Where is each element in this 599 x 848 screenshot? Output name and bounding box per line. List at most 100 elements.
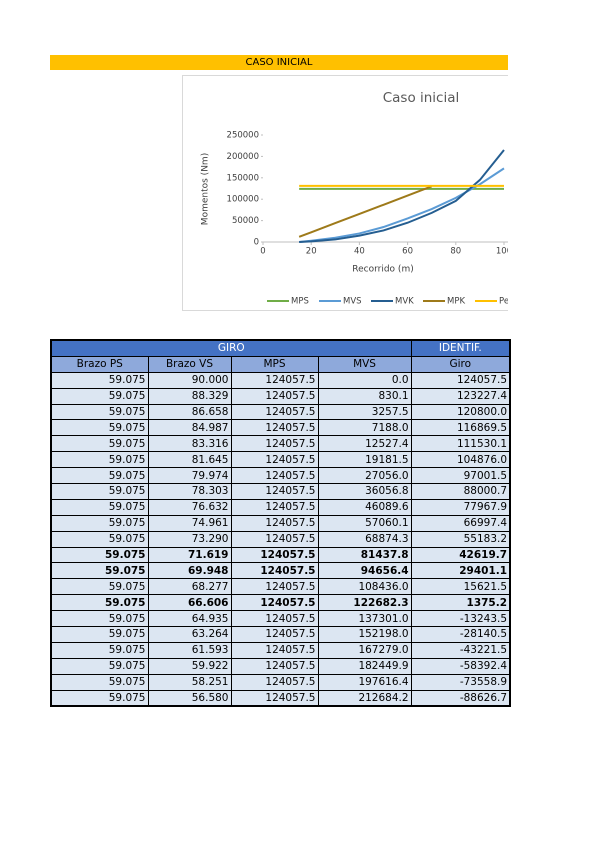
table-cell: 68.277: [147, 578, 232, 596]
column-header: Brazo PS: [50, 355, 149, 373]
table-cell: 81437.8: [317, 546, 412, 564]
table-cell: 59.075: [50, 673, 149, 691]
table-row: 59.075 83.316 124057.5 12527.4 111530.1: [50, 435, 511, 453]
column-header: Brazo VS: [147, 355, 232, 373]
table-cell: 0.0: [317, 371, 412, 389]
table-row: 59.075 56.580 124057.5 212684.2 -88626.7: [50, 689, 511, 707]
column-header: MVS: [317, 355, 412, 373]
table-cell: 830.1: [317, 387, 412, 405]
table-cell: 29401.1: [410, 562, 511, 580]
table-row: 59.075 79.974 124057.5 27056.0 97001.5: [50, 467, 511, 485]
legend-label: MPS: [291, 297, 309, 307]
table-row: 59.075 76.632 124057.5 46089.6 77967.9: [50, 498, 511, 516]
banner-title: CASO INICIAL: [50, 55, 508, 70]
chart: Caso inicial Recorrido (m) Momentos (Nm)…: [201, 90, 508, 307]
table-row: 59.075 68.277 124057.5 108436.0 15621.5: [50, 578, 511, 596]
table-cell: 124057.5: [230, 483, 319, 500]
table-cell: 167279.0: [317, 641, 412, 659]
table-cell: 27056.0: [317, 467, 412, 485]
table-cell: 108436.0: [317, 578, 412, 596]
table-cell: 55183.2: [410, 530, 511, 548]
x-tick-label: 100: [496, 247, 508, 257]
y-tick-label: 50000: [232, 216, 259, 226]
table-cell: 81.645: [147, 451, 232, 469]
table-row: 59.075 84.987 124057.5 7188.0 116869.5: [50, 419, 511, 437]
table-row: 59.075 69.948 124057.5 94656.4 29401.1: [50, 562, 511, 580]
table-cell: 124057.5: [230, 514, 319, 532]
table-cell: 120800.0: [410, 403, 511, 421]
table-cell: 74.961: [147, 514, 232, 532]
series-line: [298, 185, 433, 238]
table-cell: 124057.5: [230, 689, 319, 707]
y-tick-label: 100000: [227, 195, 259, 205]
table-cell: 124057.5: [230, 610, 319, 628]
table-cell: 59.075: [50, 498, 149, 516]
y-tick-label: 150000: [227, 173, 259, 183]
table-cell: -13243.5: [410, 610, 511, 628]
table-cell: 59.075: [50, 610, 149, 628]
table-cell: 59.075: [50, 546, 149, 564]
table-cell: 124057.5: [230, 371, 319, 389]
table-cell: 59.075: [50, 626, 149, 643]
table-cell: 19181.5: [317, 451, 412, 469]
table-cell: 124057.5: [230, 673, 319, 691]
group-header: IDENTIF.: [410, 339, 511, 357]
table-row: 59.075 59.922 124057.5 182449.9 -58392.4: [50, 657, 511, 675]
table-cell: 88000.7: [410, 483, 511, 500]
table-row: 59.075 61.593 124057.5 167279.0 -43221.5: [50, 641, 511, 659]
table-cell: -43221.5: [410, 641, 511, 659]
table-cell: 59.075: [50, 483, 149, 500]
table-cell: 59.075: [50, 451, 149, 469]
series-line: [299, 167, 505, 243]
table-cell: 59.075: [50, 578, 149, 596]
table-cell: 73.290: [147, 530, 232, 548]
x-tick-label: 40: [354, 247, 365, 257]
table-cell: 197616.4: [317, 673, 412, 691]
legend-label: MVS: [343, 297, 362, 307]
table-cell: 57060.1: [317, 514, 412, 532]
table-cell: 124057.5: [230, 467, 319, 485]
table-cell: 58.251: [147, 673, 232, 691]
table-cell: 46089.6: [317, 498, 412, 516]
table-cell: 124057.5: [230, 594, 319, 612]
table-cell: 97001.5: [410, 467, 511, 485]
table-cell: 84.987: [147, 419, 232, 437]
table-cell: 83.316: [147, 435, 232, 453]
table-cell: 3257.5: [317, 403, 412, 421]
table-cell: 124057.5: [230, 435, 319, 453]
table-row: 59.075 64.935 124057.5 137301.0 -13243.5: [50, 610, 511, 628]
column-header: MPS: [230, 355, 319, 373]
x-tick-label: 60: [402, 247, 413, 257]
table-cell: 7188.0: [317, 419, 412, 437]
x-axis-title: Recorrido (m): [352, 265, 413, 275]
table-cell: -58392.4: [410, 657, 511, 675]
table-row: 59.075 73.290 124057.5 68874.3 55183.2: [50, 530, 511, 548]
table-row: 59.075 88.329 124057.5 830.1 123227.4: [50, 387, 511, 405]
chart-frame: Caso inicial Recorrido (m) Momentos (Nm)…: [182, 75, 508, 311]
table-cell: 116869.5: [410, 419, 511, 437]
table-cell: 212684.2: [317, 689, 412, 707]
table-row: 59.075 63.264 124057.5 152198.0 -28140.5: [50, 626, 511, 643]
table-cell: 124057.5: [230, 387, 319, 405]
table-cell: 15621.5: [410, 578, 511, 596]
table-cell: 42619.7: [410, 546, 511, 564]
table-row: 59.075 58.251 124057.5 197616.4 -73558.9: [50, 673, 511, 691]
x-tick-label: 0: [260, 247, 265, 257]
table-row: 59.075 71.619 124057.5 81437.8 42619.7: [50, 546, 511, 564]
table-cell: 59.075: [50, 562, 149, 580]
table-cell: 59.075: [50, 514, 149, 532]
table-cell: 36056.8: [317, 483, 412, 500]
table-cell: 59.075: [50, 403, 149, 421]
table-cell: 124057.5: [410, 371, 511, 389]
table-row: 59.075 90.000 124057.5 0.0 124057.5: [50, 371, 511, 389]
legend-label: Pe: [499, 297, 508, 307]
table-cell: 66.606: [147, 594, 232, 612]
table-cell: 111530.1: [410, 435, 511, 453]
table-cell: 124057.5: [230, 657, 319, 675]
y-axis-title: Momentos (Nm): [201, 153, 211, 225]
table-cell: 124057.5: [230, 626, 319, 643]
table-cell: 90.000: [147, 371, 232, 389]
table-cell: 63.264: [147, 626, 232, 643]
table-cell: 124057.5: [230, 562, 319, 580]
